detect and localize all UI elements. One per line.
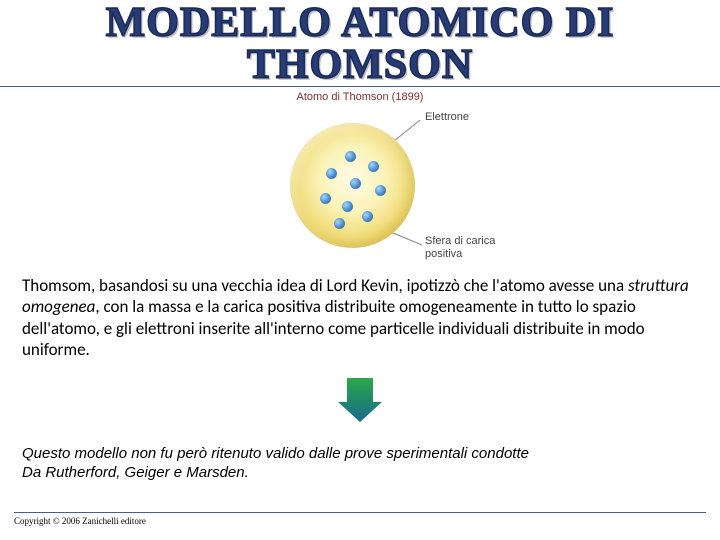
down-arrow-icon <box>334 374 386 426</box>
conclusion-l2: Da Rutherford, Geiger e Marsden. <box>22 464 249 481</box>
atom-diagram: Elettrone Sfera di carica positiva <box>0 105 720 267</box>
electron-dot <box>342 201 353 212</box>
arrow-wrap <box>0 374 720 431</box>
electron-dot <box>345 151 356 162</box>
electron-dot <box>320 193 331 204</box>
conclusion-text: Questo modello non fu però ritenuto vali… <box>0 431 720 483</box>
para-part1: Thomsom, basandosi su una vecchia idea d… <box>22 275 628 296</box>
title-wrap: MODELLO ATOMICO DI THOMSON <box>0 0 720 87</box>
electron-dot <box>350 178 361 189</box>
page-title: MODELLO ATOMICO DI THOMSON <box>0 2 720 87</box>
electron-label: Elettrone <box>425 111 469 124</box>
electron-dot <box>362 211 373 222</box>
sphere-label: Sfera di carica positiva <box>425 235 495 261</box>
body-paragraph: Thomsom, basandosi su una vecchia idea d… <box>0 267 720 360</box>
sphere-label-l2: positiva <box>425 248 462 260</box>
subtitle: Atomo di Thomson (1899) <box>0 91 720 103</box>
para-part2: , con la massa e la carica positiva dist… <box>22 296 645 360</box>
sphere-label-l1: Sfera di carica <box>425 235 495 247</box>
electron-dot <box>375 185 386 196</box>
electron-dot <box>326 168 337 179</box>
copyright-footer: Copyright © 2006 Zanichelli editore <box>14 512 706 526</box>
electron-dot <box>334 218 345 229</box>
atom-sphere <box>290 123 415 248</box>
conclusion-l1: Questo modello non fu però ritenuto vali… <box>22 445 529 462</box>
electron-dot <box>368 161 379 172</box>
